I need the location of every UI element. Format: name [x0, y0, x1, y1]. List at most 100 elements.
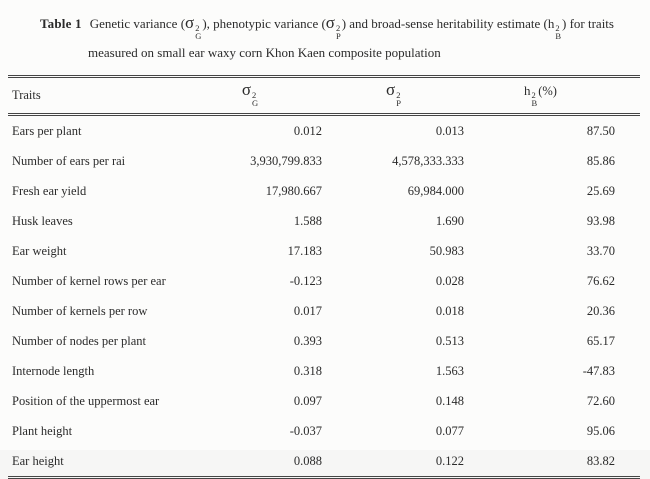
- genetic-variance-cell: -0.037: [289, 423, 322, 438]
- genetic-variance-cell: -0.123: [289, 273, 322, 288]
- heritability-cell: 33.70: [586, 243, 615, 258]
- table-row: Ears per plant 0.012 0.013 87.50: [8, 115, 640, 147]
- heritability-cell: 76.62: [586, 273, 615, 288]
- caption-text-2: ), phenotypic variance (: [202, 16, 326, 31]
- exponent: 2: [555, 23, 560, 33]
- table-row: Plant height -0.037 0.077 95.06: [8, 416, 640, 446]
- genetic-variance-cell: 0.393: [293, 333, 322, 348]
- genetic-variance-cell: 0.088: [178, 446, 323, 479]
- heritability-symbol: h: [547, 16, 555, 31]
- phenotypic-variance-cell: 50.983: [429, 243, 464, 258]
- caption-text-1: Genetic variance (: [89, 16, 186, 31]
- genetic-variance-cell: 0.097: [293, 393, 322, 408]
- table-caption-label: Table 1: [40, 16, 82, 31]
- table-caption: Table 1 Genetic variance (σ 2 G), phenotypi…: [0, 0, 650, 66]
- sigma-symbol: σ: [325, 13, 335, 32]
- caption-text-4: ) for traits: [562, 16, 614, 31]
- phenotypic-variance-cell: 0.148: [435, 393, 464, 408]
- heritability-cell: 25.69: [586, 183, 615, 198]
- exponent: 2: [195, 23, 200, 33]
- exponent: 2: [252, 90, 257, 101]
- trait-cell: Number of kernel rows per ear: [12, 273, 166, 288]
- phenotypic-variance-cell: 0.122: [323, 446, 465, 479]
- table-row: Internode length 0.318 1.563 -47.83: [8, 356, 640, 386]
- sigma-symbol: σ: [241, 80, 252, 100]
- genetic-variance-cell: 0.012: [293, 123, 322, 138]
- trait-cell: Fresh ear yield: [12, 183, 87, 198]
- genetic-subscript: G: [252, 98, 259, 109]
- phenotypic-variance-cell: 1.563: [435, 363, 464, 378]
- sigma-symbol: σ: [185, 13, 195, 32]
- phenotypic-variance-cell: 0.018: [435, 303, 464, 318]
- trait-cell: Number of kernels per row: [12, 303, 148, 318]
- table-body: Ears per plant 0.012 0.013 87.50 Number …: [8, 115, 640, 479]
- phenotypic-variance-cell: 0.077: [435, 423, 464, 438]
- heritability-cell: 95.06: [586, 423, 615, 438]
- heritability-cell: 20.36: [586, 303, 615, 318]
- heritability-cell: -47.83: [582, 363, 615, 378]
- trait-cell: Husk leaves: [12, 213, 73, 228]
- table-row: Number of ears per rai 3,930,799.833 4,5…: [8, 146, 640, 176]
- trait-cell: Ear weight: [12, 243, 67, 258]
- genetic-subscript: G: [195, 31, 202, 42]
- heritability-cell: 93.98: [586, 213, 615, 228]
- trait-cell: Plant height: [12, 423, 73, 438]
- heritability-cell: 87.50: [586, 123, 615, 138]
- heritability-cell: 72.60: [586, 393, 615, 408]
- phenotypic-subscript: P: [396, 98, 401, 109]
- heritability-cell: 65.17: [586, 333, 615, 348]
- caption-line-2: measured on small ear waxy corn Khon Kae…: [88, 45, 441, 61]
- genetic-variance-cell: 0.318: [293, 363, 322, 378]
- column-header-traits: Traits: [8, 75, 178, 117]
- trait-cell: Position of the uppermost ear: [12, 393, 160, 408]
- table-row: Number of kernel rows per ear -0.123 0.0…: [8, 266, 640, 296]
- genetic-variance-cell: 17,980.667: [265, 183, 322, 198]
- genetic-variance-cell: 3,930,799.833: [250, 153, 322, 168]
- table-row: Number of kernels per row 0.017 0.018 20…: [8, 296, 640, 326]
- phenotypic-variance-cell: 69,984.000: [407, 183, 464, 198]
- table-row: Position of the uppermost ear 0.097 0.14…: [8, 386, 640, 416]
- phenotypic-variance-cell: 0.028: [435, 273, 464, 288]
- heritability-symbol: h: [524, 83, 531, 99]
- phenotypic-subscript: P: [335, 31, 341, 42]
- genetic-variance-cell: 17.183: [287, 243, 322, 258]
- trait-cell: Internode length: [12, 363, 95, 378]
- exponent: 2: [335, 23, 341, 33]
- trait-cell: Ears per plant: [12, 123, 82, 138]
- table-row: Fresh ear yield 17,980.667 69,984.000 25…: [8, 176, 640, 206]
- phenotypic-variance-cell: 4,578,333.333: [392, 153, 464, 168]
- trait-cell: Ear height: [8, 446, 178, 479]
- trait-cell: Number of nodes per plant: [12, 333, 146, 348]
- heritability-subscript: B: [555, 31, 561, 42]
- phenotypic-variance-cell: 0.013: [435, 123, 464, 138]
- heritability-cell: 83.82: [465, 446, 640, 479]
- genetic-variance-cell: 1.588: [293, 213, 322, 228]
- trait-cell: Number of ears per rai: [12, 153, 126, 168]
- heritability-cell: 85.86: [586, 153, 615, 168]
- percent-label: (%): [538, 84, 557, 99]
- table-row: Ear weight 17.183 50.983 33.70: [8, 236, 640, 266]
- caption-text-3: ) and broad-sense heritability estimate …: [341, 16, 548, 31]
- column-header-heritability: h 2 B (%): [465, 75, 640, 117]
- heritability-subscript: B: [531, 98, 538, 109]
- phenotypic-variance-cell: 0.513: [435, 333, 464, 348]
- sigma-symbol: σ: [386, 80, 396, 100]
- exponent: 2: [396, 90, 401, 101]
- exponent: 2: [531, 90, 536, 101]
- genetic-variance-cell: 0.017: [293, 303, 322, 318]
- table-row: Husk leaves 1.588 1.690 93.98: [8, 206, 640, 236]
- table-row: Number of nodes per plant 0.393 0.513 65…: [8, 326, 640, 356]
- phenotypic-variance-cell: 1.690: [435, 213, 464, 228]
